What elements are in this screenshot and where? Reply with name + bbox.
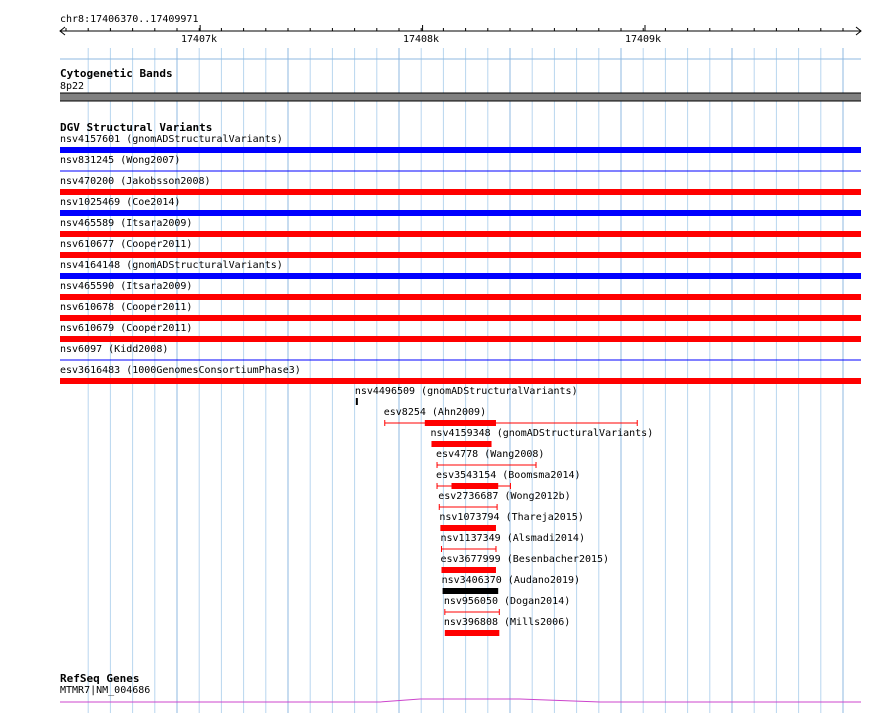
variant-bar (442, 588, 499, 594)
refseq-gene-line (60, 698, 861, 703)
cytoband-bar (60, 93, 861, 101)
variant-bar (60, 189, 861, 195)
variant-label[interactable]: nsv396808 (Mills2006) (443, 617, 571, 628)
variant-label[interactable]: nsv831245 (Wong2007) (60, 155, 181, 166)
ruler-tick-label: 17407k (180, 34, 218, 45)
ruler-tick-label: 17408k (402, 34, 440, 45)
refseq-track-title: RefSeq Genes (60, 672, 140, 685)
refseq-gene-label: MTMR7|NM_004686 (60, 685, 151, 696)
variant-bar (431, 441, 492, 447)
variant-bar (441, 567, 496, 573)
variant-bar (60, 294, 861, 300)
variant-label[interactable]: esv2736687 (Wong2012b) (438, 491, 571, 502)
variant-bar (60, 147, 861, 153)
variant-label[interactable]: nsv4164148 (gnomADStructuralVariants) (60, 260, 283, 271)
cytoband-name: 8p22 (60, 81, 85, 92)
dgv-track-title: DGV Structural Variants (60, 121, 213, 134)
variant-label[interactable]: nsv3406370 (Audano2019) (441, 575, 581, 586)
variant-bar (444, 630, 500, 636)
variant-label[interactable]: esv3543154 (Boomsma2014) (436, 470, 581, 481)
variant-label[interactable]: esv3616483 (1000GenomesConsortiumPhase3) (60, 365, 301, 376)
variant-label[interactable]: nsv470200 (Jakobsson2008) (60, 176, 211, 187)
ruler-tick-label: 17409k (624, 34, 662, 45)
variant-bar (424, 420, 496, 426)
ruler-arrow-right (855, 26, 862, 36)
variant-label[interactable]: nsv610677 (Cooper2011) (60, 239, 193, 250)
variant-bar (60, 231, 861, 237)
variant-bar (440, 525, 496, 531)
variant-label[interactable]: nsv4159348 (gnomADStructuralVariants) (430, 428, 654, 439)
variant-label[interactable]: nsv465589 (Itsara2009) (60, 218, 193, 229)
variant-label[interactable]: nsv4496509 (gnomADStructuralVariants) (354, 386, 578, 397)
variant-label[interactable]: nsv1073794 (Thareja2015) (439, 512, 584, 523)
cytoband-track-title: Cytogenetic Bands (60, 67, 173, 80)
variant-label[interactable]: esv4778 (Wang2008) (436, 449, 545, 460)
variant-label[interactable]: nsv610679 (Cooper2011) (60, 323, 193, 334)
variant-label[interactable]: esv8254 (Ahn2009) (383, 407, 487, 418)
variant-label[interactable]: nsv610678 (Cooper2011) (60, 302, 193, 313)
variant-bar (355, 398, 358, 405)
variant-bar (60, 210, 861, 216)
variant-label[interactable]: nsv4157601 (gnomADStructuralVariants) (60, 134, 283, 145)
variant-label[interactable]: esv3677999 (Besenbacher2015) (440, 554, 610, 565)
ruler-arrow-left (59, 26, 66, 36)
variant-bar (60, 336, 861, 342)
variant-label[interactable]: nsv956050 (Dogan2014) (443, 596, 571, 607)
variant-label[interactable]: nsv6097 (Kidd2008) (60, 344, 169, 355)
variant-bar (60, 315, 861, 321)
variant-label[interactable]: nsv1025469 (Coe2014) (60, 197, 181, 208)
variant-bar (451, 483, 499, 489)
variant-bar (60, 378, 861, 384)
position-label: chr8:17406370..17409971 (60, 14, 199, 25)
variant-bar (60, 252, 861, 258)
variant-label[interactable]: nsv1137349 (Alsmadi2014) (440, 533, 585, 544)
variant-bar (60, 273, 861, 279)
variant-label[interactable]: nsv465590 (Itsara2009) (60, 281, 193, 292)
